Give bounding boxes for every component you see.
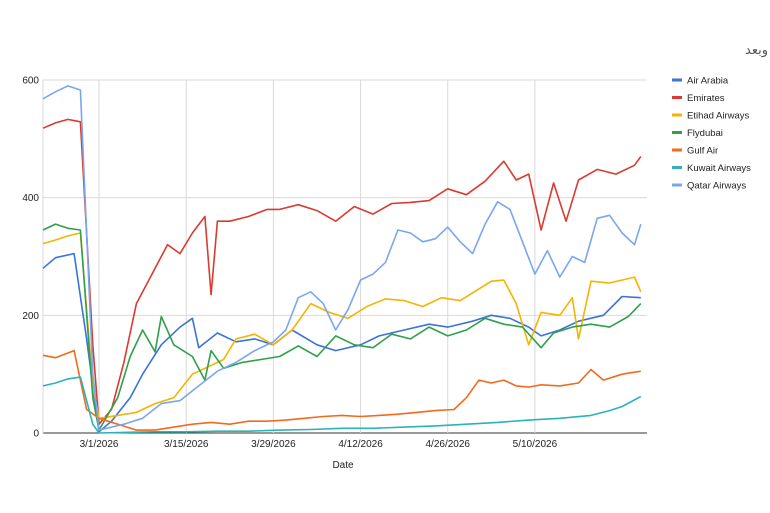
legend-label-kuwait-airways: Kuwait Airways xyxy=(687,163,751,174)
series-line-kuwait-airways xyxy=(42,376,642,434)
series-line-emirates xyxy=(42,118,642,425)
legend: Air Arabia Emirates Etihad Airways Flydubai… xyxy=(672,76,751,192)
series-line-gulf-air xyxy=(42,349,641,431)
y-tick-label: 0 xyxy=(33,429,39,440)
series-line-flydubai xyxy=(42,223,642,431)
legend-label-gulf-air: Gulf Air xyxy=(687,146,718,157)
legend-label-qatar-airways: Qatar Airways xyxy=(687,181,746,192)
x-axis: 3/1/2026 3/15/2026 3/29/2026 4/12/2026 4/26/… xyxy=(80,439,558,450)
chart-grid xyxy=(42,79,647,434)
legend-label-emirates: Emirates xyxy=(687,93,725,104)
y-axis: 0 200 400 600 xyxy=(22,76,39,440)
legend-label-air-arabia: Air Arabia xyxy=(687,76,729,87)
chart-title: الرحلات اليومية - طيران الخليج قبل وبعد xyxy=(745,42,770,58)
legend-label-etihad-airways: Etihad Airways xyxy=(687,111,750,122)
x-axis-label: Date xyxy=(332,460,354,471)
legend-label-flydubai: Flydubai xyxy=(687,128,723,139)
x-tick-label: 4/12/2026 xyxy=(338,439,383,450)
series-lines xyxy=(42,85,642,434)
x-tick-label: 3/15/2026 xyxy=(164,439,209,450)
series-line-air-arabia xyxy=(42,252,641,433)
x-tick-label: 3/29/2026 xyxy=(251,439,296,450)
x-tick-label: 4/26/2026 xyxy=(425,439,470,450)
y-tick-label: 200 xyxy=(22,311,39,322)
y-tick-label: 600 xyxy=(22,76,39,87)
series-line-qatar-airways xyxy=(42,85,642,431)
y-tick-label: 400 xyxy=(22,193,39,204)
x-tick-label: 3/1/2026 xyxy=(80,439,119,450)
series-line-etihad-airways xyxy=(42,232,642,420)
x-tick-label: 5/10/2026 xyxy=(513,439,558,450)
